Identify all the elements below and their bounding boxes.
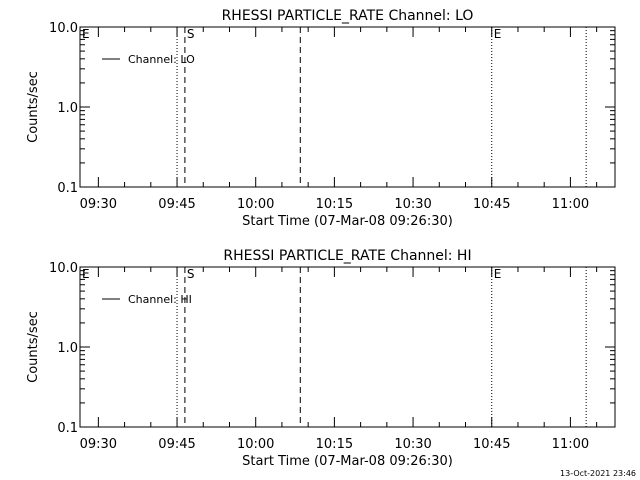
panel-2-y-tick-label: 1.0 (57, 341, 78, 356)
panel-2-x-tick-label: 09:30 (80, 437, 117, 452)
panel-2-x-tick-label: 10:30 (394, 437, 431, 452)
panel-1-x-tick-label: 10:30 (394, 197, 431, 212)
footer-timestamp: 13-Oct-2021 23:46 (560, 469, 636, 478)
panel-2-legend-label: Channel: HI (128, 293, 192, 306)
panel-1-title: RHESSI PARTICLE_RATE Channel: LO (222, 8, 474, 24)
panel-1-x-tick-label: 10:45 (473, 197, 510, 212)
panel-1-y-tick-label: 1.0 (57, 101, 78, 116)
panel-2-title: RHESSI PARTICLE_RATE Channel: HI (223, 248, 471, 264)
panel-2-y-tick-label: 0.1 (57, 421, 78, 436)
panel-2-x-tick-label: 09:45 (158, 437, 195, 452)
panel-1-event-marker-label: E (82, 27, 90, 41)
panel-2-event-marker-label: E (494, 267, 502, 281)
panel-2-event-marker-label: E (82, 267, 90, 281)
panel-1-event-marker-label: S (187, 27, 195, 41)
panel-2-x-tick-label: 11:00 (552, 437, 589, 452)
panel-1-y-tick-label: 10.0 (49, 21, 78, 36)
panel-1-legend-label: Channel: LO (128, 53, 195, 66)
panel-2-y-tick-label: 10.0 (49, 261, 78, 276)
panel-2-x-axis-label: Start Time (07-Mar-08 09:26:30) (242, 454, 453, 469)
panel-1-x-tick-label: 09:45 (158, 197, 195, 212)
panel-1-x-axis-label: Start Time (07-Mar-08 09:26:30) (242, 214, 453, 229)
panel-2-plot-frame (79, 266, 616, 428)
panel-1-plot-frame (79, 26, 616, 188)
panel-2-x-tick-label: 10:15 (316, 437, 353, 452)
panel-1-x-tick-label: 09:30 (80, 197, 117, 212)
panel-1-y-axis-label: Counts/sec (26, 71, 41, 143)
panel-1-y-tick-label: 0.1 (57, 181, 78, 196)
panel-2-y-axis-label: Counts/sec (26, 311, 41, 383)
panel-1-event-marker-label: E (494, 27, 502, 41)
panel-1-x-tick-label: 11:00 (552, 197, 589, 212)
panel-2-event-marker-label: S (187, 267, 195, 281)
panel-2-x-tick-label: 10:45 (473, 437, 510, 452)
panel-2-x-tick-label: 10:00 (237, 437, 274, 452)
panel-1-x-tick-label: 10:00 (237, 197, 274, 212)
panel-1-x-tick-label: 10:15 (316, 197, 353, 212)
